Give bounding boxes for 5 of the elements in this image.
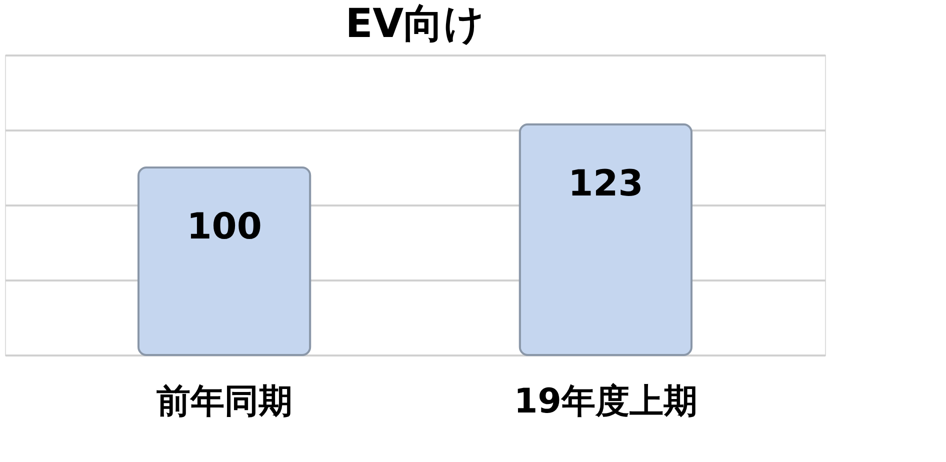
x-tick-label: 前年同期: [156, 382, 292, 422]
data-label: 100: [186, 206, 262, 248]
x-tick-label: 19年度上期: [514, 382, 698, 422]
chart-title: EV向け: [345, 1, 485, 47]
data-label: 123: [568, 163, 644, 204]
